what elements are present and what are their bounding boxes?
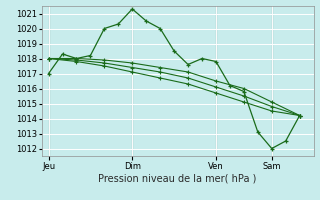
X-axis label: Pression niveau de la mer( hPa ): Pression niveau de la mer( hPa ) xyxy=(99,173,257,183)
